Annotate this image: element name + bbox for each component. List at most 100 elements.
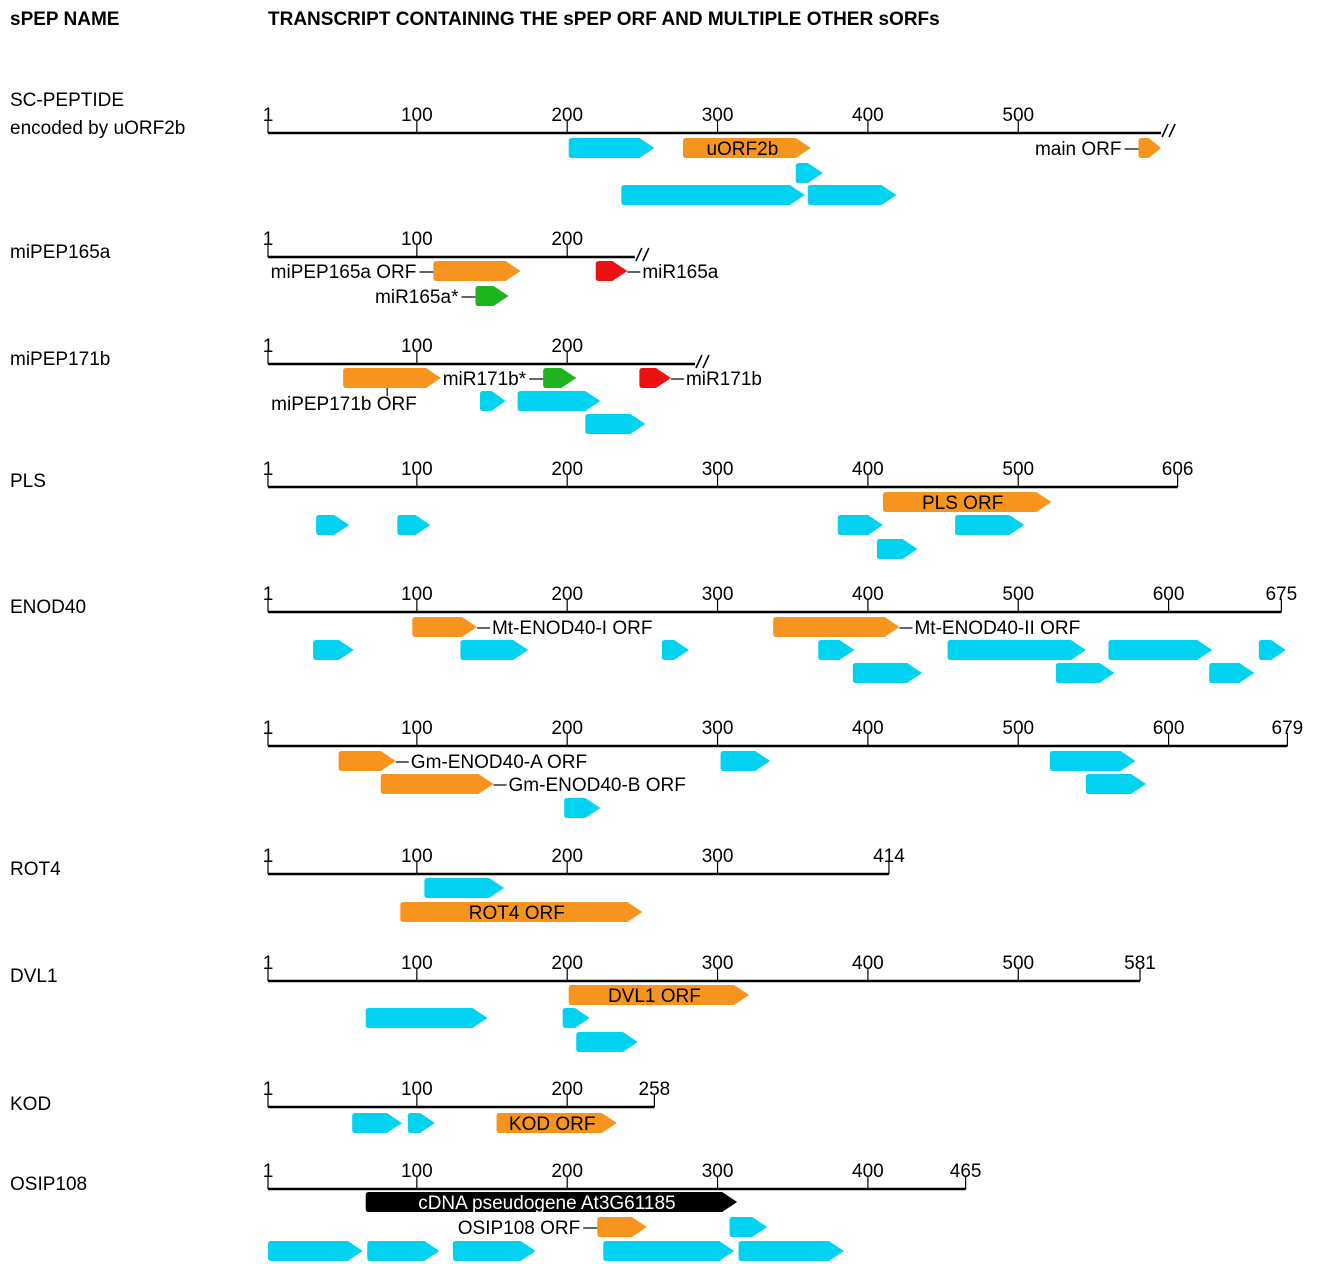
sorf-arrow: [517, 391, 601, 411]
feature-label: DVL1 ORF: [608, 986, 701, 1007]
sorf-arrow: [852, 663, 923, 683]
spep-orf-arrow: [433, 261, 521, 281]
sorf-arrow: [947, 640, 1086, 660]
tick-label: 300: [702, 459, 734, 480]
truncation-mark: [695, 354, 710, 369]
spep-orf-arrow: [400, 902, 643, 922]
feature-label: Mt-ENOD40-I ORF: [492, 618, 652, 639]
tick-label: 600: [1153, 584, 1185, 605]
sorf-arrow: [1055, 663, 1115, 683]
tick-label: 200: [551, 718, 583, 739]
sorf-arrow: [837, 515, 883, 535]
tick-label: 200: [551, 846, 583, 867]
sorf-arrow: [562, 1008, 590, 1028]
spep-name-line: ENOD40: [10, 597, 86, 618]
sorf-arrow: [452, 1241, 536, 1261]
transcript-panel: OSIP108 1 100 200 300 400 465 cDNA pseudogene A…: [10, 1161, 981, 1261]
tick-label: 581: [1124, 953, 1156, 974]
transcript-panel: DVL1 1 100 200 300 400 500 581 DVL1 ORF: [10, 953, 1156, 1052]
spep-name-line: encoded by uORF2b: [10, 118, 185, 139]
sorf-arrow: [268, 1241, 363, 1261]
tick-label: 1: [263, 336, 274, 357]
feature-label: main ORF: [1035, 139, 1122, 160]
spep-name-line: PLS: [10, 471, 46, 492]
tick-label: 300: [702, 105, 734, 126]
spep-name-line: SC-PEPTIDE: [10, 90, 124, 111]
transcript-panel: ROT4 1 100 200 300 414 ROT4 ORF: [10, 846, 905, 924]
sorf-arrow: [729, 1217, 768, 1237]
feature-label: Gm-ENOD40-B ORF: [509, 775, 686, 796]
sorf-arrow: [621, 185, 805, 205]
header-spep-name: sPEP NAME: [10, 9, 119, 30]
tick-label: 500: [1002, 584, 1034, 605]
feature-label: Mt-ENOD40-II ORF: [914, 618, 1080, 639]
spep-orf-arrow: [496, 1113, 617, 1133]
tick-label: 600: [1153, 718, 1185, 739]
tick-label: 100: [401, 1161, 433, 1182]
truncation-mark: [1161, 123, 1176, 138]
tick-label: 1: [263, 229, 274, 250]
feature-label: miR165a: [642, 262, 718, 283]
sorf-arrow: [795, 163, 823, 183]
tick-label: 1: [263, 584, 274, 605]
tick-label: 1: [263, 846, 274, 867]
tick-label: 500: [1002, 953, 1034, 974]
tick-label: 679: [1272, 718, 1304, 739]
header-transcript: TRANSCRIPT CONTAINING THE sPEP ORF AND M…: [268, 9, 940, 30]
feature-label: ROT4 ORF: [469, 903, 565, 924]
spep-orf-arrow: [412, 617, 477, 637]
tick-label: 100: [401, 718, 433, 739]
tick-label: 100: [401, 105, 433, 126]
pseudogene-arrow: [365, 1192, 738, 1212]
mir-arrow: [639, 368, 671, 388]
tick-label: 400: [852, 1161, 884, 1182]
tick-label: 258: [639, 1079, 671, 1100]
transcript-panel: SC-PEPTIDE encoded by uORF2b 1 100 200 300 400…: [10, 90, 1176, 205]
tick-label: 414: [873, 846, 905, 867]
tick-label: 200: [551, 584, 583, 605]
tick-label: 606: [1162, 459, 1194, 480]
tick-label: 100: [401, 336, 433, 357]
feature-label: uORF2b: [706, 139, 778, 160]
spep-orf-arrow: [597, 1217, 647, 1237]
tick-label: 200: [551, 953, 583, 974]
sorf-arrow: [460, 640, 529, 660]
sorf-arrow: [955, 515, 1025, 535]
sorf-arrow: [397, 515, 431, 535]
feature-label: Gm-ENOD40-A ORF: [411, 752, 587, 773]
tick-label: 200: [551, 229, 583, 250]
tick-label: 100: [401, 229, 433, 250]
spep-orf-arrow: [568, 985, 750, 1005]
spep-orf-arrow: [343, 368, 441, 388]
transcript-panel: ENOD40 1 100 200 300 400 500 600 675 Mt-ENOD40-I …: [10, 584, 1297, 683]
tick-label: 100: [401, 584, 433, 605]
sorf-arrow: [661, 640, 689, 660]
sorf-arrow: [365, 1008, 488, 1028]
tick-label: 100: [401, 953, 433, 974]
tick-label: 200: [551, 336, 583, 357]
tick-label: 500: [1002, 459, 1034, 480]
tick-label: 200: [551, 1079, 583, 1100]
feature-label: PLS ORF: [922, 493, 1003, 514]
sorf-arrow: [568, 138, 655, 158]
spep-name-line: OSIP108: [10, 1174, 87, 1195]
feature-label: OSIP108 ORF: [458, 1218, 581, 1239]
feature-label: cDNA pseudogene At3G61185: [418, 1193, 675, 1214]
sorf-arrow: [738, 1241, 844, 1261]
sorf-arrow: [876, 539, 918, 559]
tick-label: 100: [401, 846, 433, 867]
tick-label: 200: [551, 105, 583, 126]
spep-name-line: KOD: [10, 1094, 51, 1115]
feature-label: miPEP165a ORF: [271, 262, 417, 283]
tick-label: 500: [1002, 718, 1034, 739]
truncation-mark: [635, 247, 650, 262]
tick-label: 465: [950, 1161, 982, 1182]
tick-label: 675: [1266, 584, 1298, 605]
sorf-arrow: [367, 1241, 440, 1261]
spep-name-line: ROT4: [10, 859, 61, 880]
sorf-arrow: [576, 1032, 638, 1052]
sorf-arrow: [316, 515, 350, 535]
tick-label: 300: [702, 846, 734, 867]
tick-label: 300: [702, 1161, 734, 1182]
